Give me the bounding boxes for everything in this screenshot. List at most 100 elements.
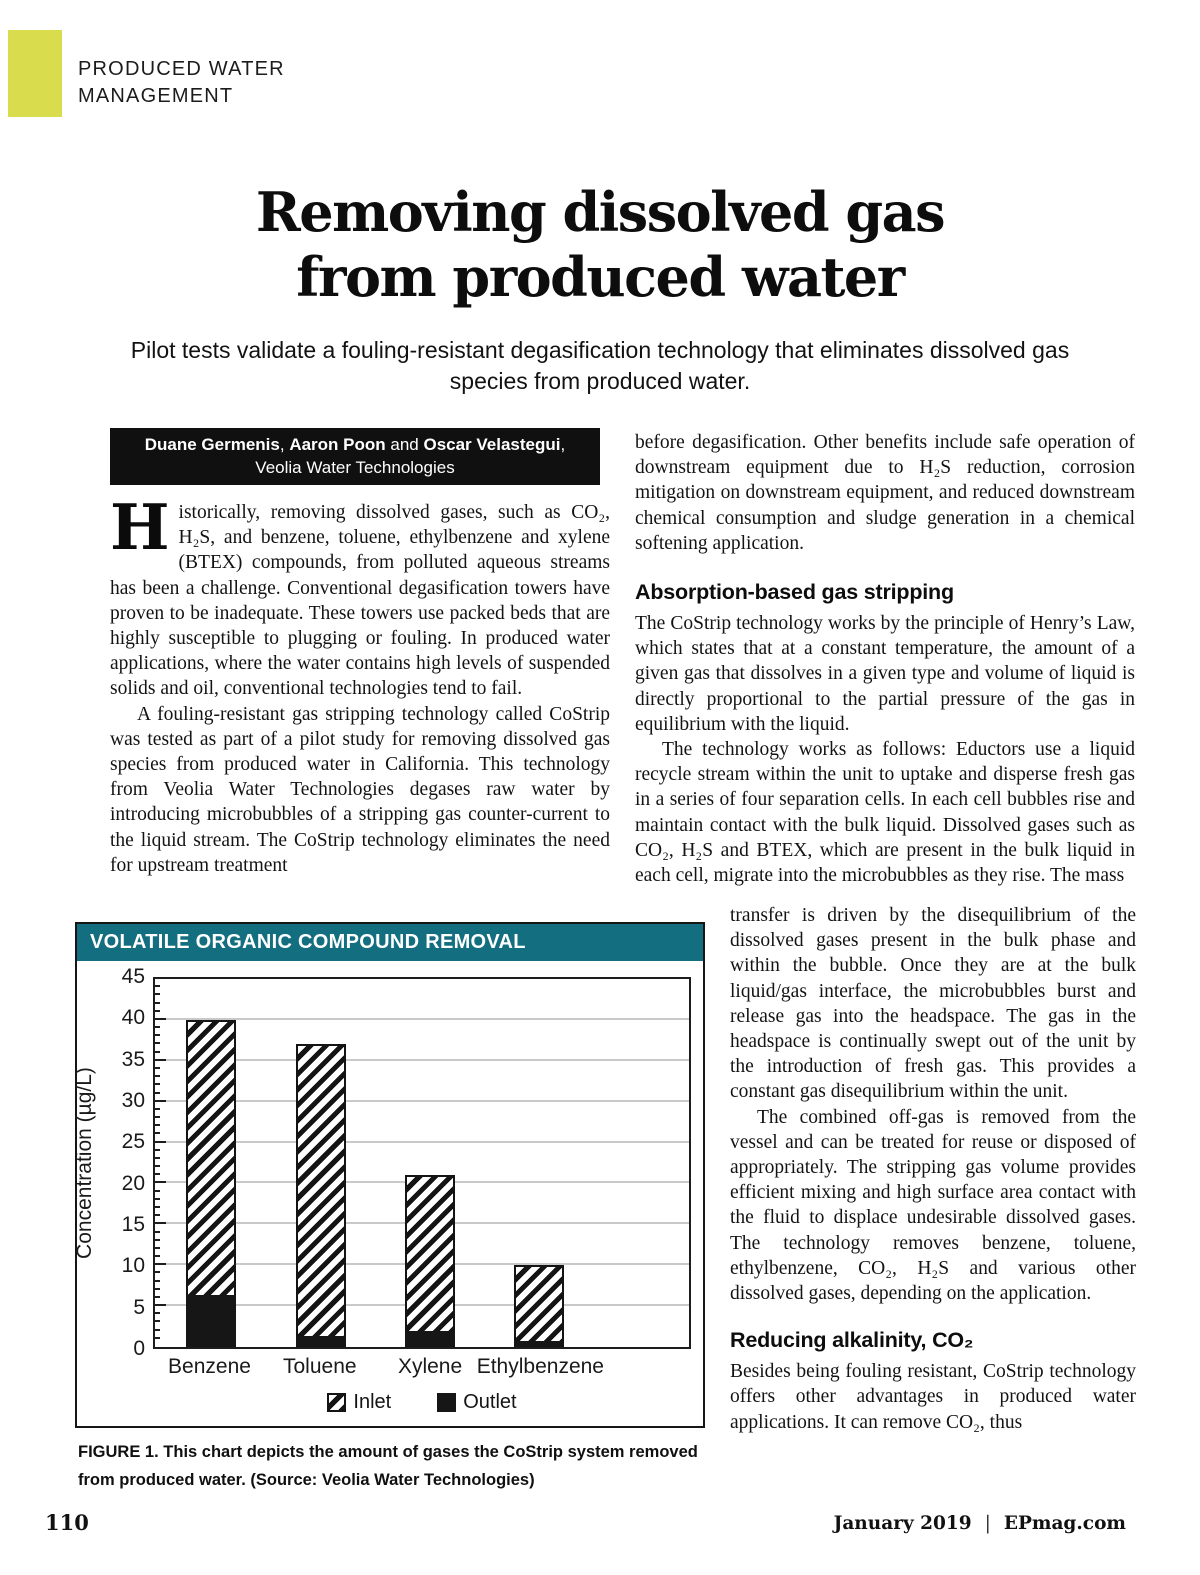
gridline <box>155 1099 689 1102</box>
figure-caption-text: This chart depicts the amount of gases t… <box>78 1443 698 1489</box>
gridline <box>155 1058 689 1061</box>
department-label: PRODUCED WATER MANAGEMENT <box>78 30 285 117</box>
legend-item-inlet: Inlet <box>327 1391 391 1414</box>
y-axis-tick <box>155 1304 166 1307</box>
article-title-line1: Removing dissolved gas <box>255 180 946 244</box>
footer-separator: | <box>984 1513 991 1534</box>
y-axis-tick <box>155 1271 160 1274</box>
y-tick-label: 15 <box>121 1213 145 1236</box>
right-column-upper: before degasification. Other benefits in… <box>635 430 1135 888</box>
y-axis-tick <box>155 1116 160 1119</box>
department-header: PRODUCED WATER MANAGEMENT <box>8 30 285 117</box>
paragraph: The combined off-gas is removed from the… <box>730 1106 1136 1305</box>
outlet-bar <box>405 1330 455 1347</box>
outlet-solid-swatch-icon <box>437 1393 457 1412</box>
y-axis-tick <box>155 1140 166 1143</box>
y-axis-tick <box>155 985 160 988</box>
y-tick-label: 25 <box>121 1130 145 1154</box>
paragraph: A fouling-resistant gas stripping techno… <box>110 703 610 876</box>
y-axis-tick <box>155 1026 160 1029</box>
paragraph: transfer is driven by the disequilibrium… <box>730 905 1136 1103</box>
y-axis-tick <box>155 1083 160 1086</box>
inlet-bar <box>405 1175 455 1347</box>
byline-separator: , <box>279 435 290 454</box>
y-axis-tick <box>155 1099 166 1102</box>
byline-box: Duane Germenis, Aaron Poon and Oscar Vel… <box>110 428 600 485</box>
article-title-line2: from produced water <box>296 245 905 309</box>
y-tick-label: 45 <box>121 965 145 988</box>
y-axis-tick <box>155 1050 160 1053</box>
x-category-label: Ethylbenzene <box>476 1355 604 1378</box>
inlet-bar <box>186 1019 237 1347</box>
y-axis-tick <box>155 1001 160 1004</box>
y-axis-tick <box>155 1246 160 1249</box>
y-axis-tick <box>155 1148 160 1151</box>
legend-item-outlet: Outlet <box>437 1391 517 1414</box>
y-tick-label: 35 <box>121 1047 145 1071</box>
y-tick-label: 20 <box>121 1171 145 1195</box>
section-heading-alkalinity: Reducing alkalinity, CO₂ <box>730 1328 974 1353</box>
paragraph: The CoStrip technology works by the prin… <box>635 613 1135 735</box>
y-axis-tick <box>155 1255 160 1258</box>
y-axis-tick <box>155 1132 160 1135</box>
inlet-hatch-swatch-icon <box>327 1393 347 1412</box>
y-axis-tick <box>155 1279 160 1282</box>
y-axis-tick <box>155 1320 160 1323</box>
y-axis-tick <box>155 1222 166 1225</box>
chart-y-tick-labels: 0 5 10 15 20 25 30 35 40 45 <box>103 965 145 1360</box>
y-axis-tick <box>155 1189 160 1192</box>
y-axis-tick <box>155 1165 160 1168</box>
y-axis-tick <box>155 1336 160 1339</box>
inlet-bar <box>295 1044 346 1347</box>
y-axis-tick <box>155 1058 166 1061</box>
x-category-label: Xylene <box>397 1355 463 1378</box>
y-tick-label: 0 <box>133 1337 145 1360</box>
y-axis-tick <box>155 1238 160 1241</box>
footer-publication: January 2019 | EPmag.com <box>834 1513 1126 1534</box>
author-name: Oscar Velastegui <box>423 435 561 454</box>
legend-label-inlet: Inlet <box>353 1391 392 1413</box>
y-axis-tick <box>155 1034 160 1037</box>
paragraph-text: istorically, removing dissolved gases, s… <box>110 502 610 700</box>
chart: Concentration (µg/L) 0 5 10 15 20 25 30 35 40 45 <box>73 965 691 1360</box>
inlet-bar <box>514 1265 565 1347</box>
y-axis-tick <box>155 1230 160 1233</box>
y-tick-label: 10 <box>121 1254 145 1278</box>
article-subtitle: Pilot tests validate a fouling-resistant… <box>130 337 1070 394</box>
y-axis-tick <box>155 1075 160 1078</box>
y-axis-tick <box>155 1214 160 1217</box>
right-column-lower: transfer is driven by the disequilibrium… <box>730 903 1136 1435</box>
outlet-bar <box>514 1341 565 1347</box>
figure-title-bar: VOLATILE ORGANIC COMPOUND REMOVAL <box>77 924 703 961</box>
byline-affiliation: Veolia Water Technologies <box>255 458 455 477</box>
section-heading-absorption: Absorption-based gas stripping <box>635 580 954 605</box>
y-axis-tick <box>155 1205 160 1208</box>
y-axis-tick <box>155 1124 160 1127</box>
y-axis-tick <box>155 1263 166 1266</box>
chart-legend: Inlet Outlet <box>153 1391 691 1414</box>
author-name: Aaron Poon <box>289 435 386 454</box>
byline-separator: , <box>560 435 566 454</box>
paragraph: Besides being fouling resistant, CoStrip… <box>730 1361 1136 1433</box>
department-label-line1: PRODUCED WATER <box>78 58 285 80</box>
footer-issue: January 2019 <box>833 1513 972 1534</box>
article-title: Removing dissolved gas from produced wat… <box>0 180 1200 310</box>
y-axis-tick <box>155 1173 160 1176</box>
chart-plot <box>153 977 691 1349</box>
y-axis-title: Concentration (µg/L) <box>73 1067 96 1259</box>
paragraph: before degasification. Other benefits in… <box>635 432 1135 554</box>
y-axis-tick <box>155 1017 166 1020</box>
y-axis-tick <box>155 1156 160 1159</box>
y-tick-label: 30 <box>121 1089 145 1112</box>
legend-label-outlet: Outlet <box>463 1391 517 1413</box>
y-axis-tick <box>155 1066 160 1069</box>
x-category-label: Benzene <box>168 1355 251 1378</box>
outlet-bar <box>186 1295 237 1347</box>
outlet-bar <box>295 1335 346 1347</box>
y-axis-tick <box>155 1042 160 1045</box>
page-number: 110 <box>45 1510 89 1535</box>
department-logo <box>8 30 62 117</box>
byline-authors: Duane Germenis, Aaron Poon and Oscar Vel… <box>110 433 600 456</box>
